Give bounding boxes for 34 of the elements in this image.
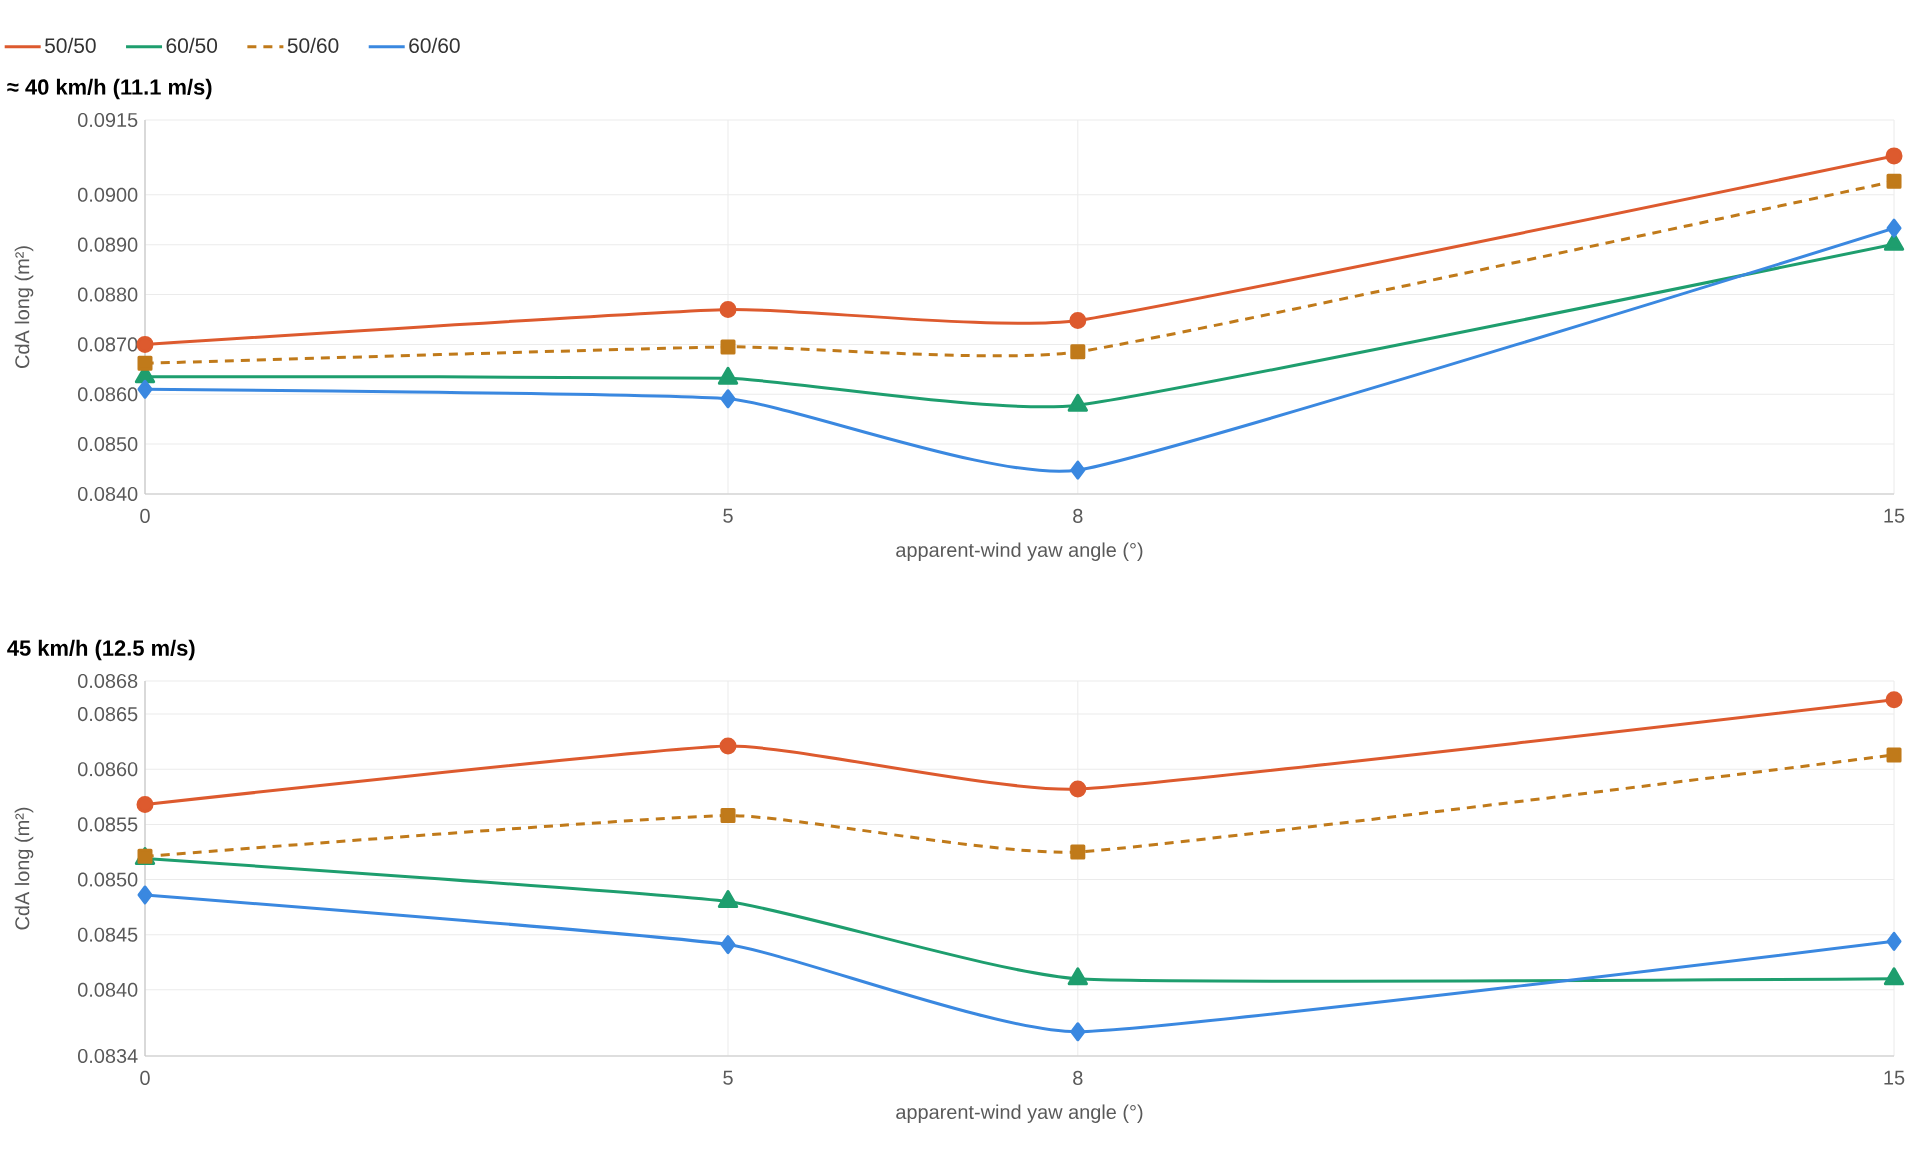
y-tick-label: 0.0860	[78, 387, 138, 402]
chart-title: ≈ 40 km/h (11.1 m/s)	[7, 78, 212, 100]
y-tick-label: 0.0900	[78, 187, 138, 202]
x-tick-label: 8	[1073, 1070, 1083, 1085]
x-tick-label: 15	[1884, 1070, 1905, 1085]
x-tick-label: 5	[723, 1070, 733, 1085]
y-axis-title: CdA long (m²)	[14, 246, 34, 368]
x-tick-label: 8	[1073, 508, 1083, 523]
y-tick-label: 0.0850	[78, 872, 138, 887]
y-tick-label: 0.0868	[78, 673, 138, 689]
y-tick-label: 0.0860	[78, 762, 138, 777]
y-tick-label: 0.0845	[78, 927, 138, 942]
legend-label: 50/60	[287, 37, 339, 54]
y-tick-label: 0.0880	[78, 287, 138, 302]
chart-title: 45 km/h (12.5 m/s)	[7, 639, 195, 661]
legend-label: 60/60	[409, 37, 460, 54]
y-tick-label: 0.0840	[78, 982, 138, 997]
y-tick-label: 0.0915	[78, 112, 138, 128]
y-tick-label: 0.0865	[78, 707, 138, 722]
y-axis-title: CdA long (m²)	[14, 807, 34, 930]
x-axis-title: apparent-wind yaw angle (°)	[896, 1104, 1143, 1124]
y-tick-label: 0.0870	[78, 337, 138, 352]
x-tick-label: 0	[140, 508, 150, 523]
legend-label: 60/50	[166, 37, 218, 54]
x-axis-title: apparent-wind yaw angle (°)	[896, 542, 1143, 561]
y-tick-label: 0.0855	[78, 817, 138, 832]
x-tick-label: 15	[1884, 508, 1905, 523]
legend-label: 50/50	[45, 37, 96, 54]
y-tick-label: 0.0834	[78, 1048, 138, 1064]
y-tick-label: 0.0850	[78, 437, 138, 452]
y-tick-label: 0.0840	[78, 486, 138, 502]
x-tick-label: 0	[140, 1070, 150, 1085]
x-tick-label: 5	[723, 508, 733, 523]
y-tick-label: 0.0890	[78, 237, 138, 252]
